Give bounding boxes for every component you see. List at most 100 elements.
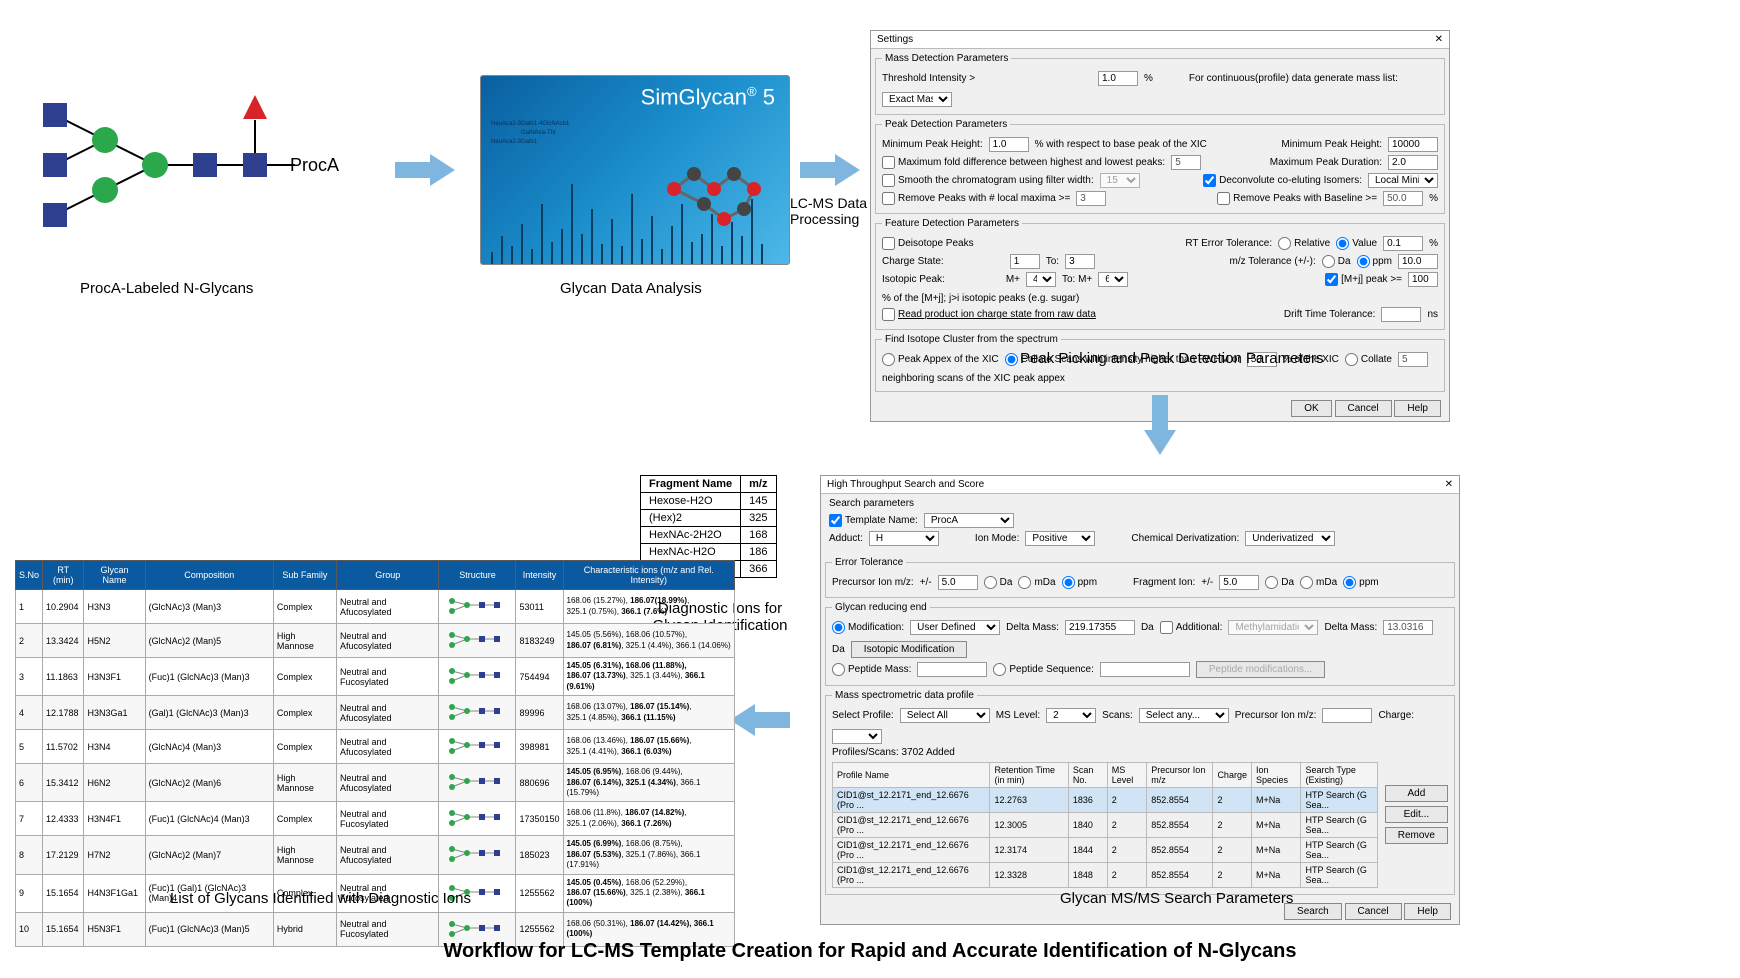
simglycan-mslabels: NeuAca2-3Galb1-4GlcNAcb1 GalNAca-Thr Neu… [491, 120, 569, 147]
additional-select: Methylamidation [1228, 620, 1318, 635]
template-select[interactable]: ProcA [924, 513, 1014, 528]
profile-select[interactable]: Select All [900, 708, 990, 723]
delta-mass[interactable] [1065, 620, 1135, 635]
precursor-mz[interactable] [1322, 708, 1372, 723]
feature-detection-fieldset: Feature Detection Parameters Deisotope P… [875, 218, 1445, 330]
chemder-select[interactable]: Underivatized [1245, 531, 1335, 546]
mj-input[interactable] [1408, 272, 1438, 287]
remove-baseline-input [1383, 191, 1423, 206]
threshold-input[interactable] [1098, 71, 1138, 86]
iso-to[interactable]: 6 [1098, 272, 1128, 287]
precursor-tol[interactable] [938, 575, 978, 590]
peak-detection-fieldset: Peak Detection Parameters Minimum Peak H… [875, 119, 1445, 214]
adduct-select[interactable]: H [869, 531, 939, 546]
min-peak-height-pct[interactable] [989, 137, 1029, 152]
peptide-mass-input [917, 662, 987, 677]
min-peak-height[interactable] [1388, 137, 1438, 152]
arrow-1 [395, 150, 455, 190]
htp-title: High Throughput Search and Score [827, 479, 984, 490]
simglycan-molecule [654, 149, 774, 239]
ok-button[interactable]: OK [1291, 400, 1331, 417]
charge-to[interactable] [1065, 254, 1095, 269]
max-fold-input [1171, 155, 1201, 170]
simglycan-caption: Glycan Data Analysis [560, 280, 702, 297]
exact-mass-select[interactable]: Exact Mass [882, 92, 952, 107]
arrow-2 [800, 150, 860, 190]
cluster-neighbor-input [1398, 352, 1428, 367]
peptide-mass-radio[interactable] [832, 663, 845, 676]
iso-from[interactable]: 4 [1026, 272, 1056, 287]
deconv-check[interactable] [1203, 174, 1216, 187]
peptide-seq-radio[interactable] [993, 663, 1006, 676]
drift-input [1381, 307, 1421, 322]
settings-titlebar: Settings ✕ [871, 31, 1449, 49]
arrow-3 [1140, 395, 1180, 455]
help-button[interactable]: Help [1394, 400, 1441, 417]
profiles-count: Profiles/Scans: 3702 Added [832, 747, 1448, 758]
cancel-button[interactable]: Cancel [1335, 400, 1392, 417]
charge-select[interactable] [832, 729, 882, 744]
close-icon[interactable]: ✕ [1445, 479, 1453, 490]
arrow-4 [730, 700, 790, 740]
charge-from[interactable] [1010, 254, 1040, 269]
results-table: S.NoRT (min)Glycan NameCompositionSub Fa… [15, 560, 735, 947]
modification-radio[interactable] [832, 621, 845, 634]
remove-button[interactable]: Remove [1385, 827, 1448, 844]
settings-caption: Peak Picking and Peak Detection Paramete… [1020, 350, 1324, 367]
simglycan-panel: SimGlycan® 5 NeuAca2-3Galb1-4GlcNAcb1 Ga… [480, 75, 790, 265]
remove-baseline-check[interactable] [1217, 192, 1230, 205]
mj-check[interactable] [1325, 273, 1338, 286]
htp-dialog: High Throughput Search and Score ✕ Searc… [820, 475, 1460, 925]
modification-select[interactable]: User Defined [910, 620, 1000, 635]
glycan-caption: ProcA-Labeled N-Glycans [80, 280, 253, 297]
cluster-collate-radio[interactable] [1005, 353, 1018, 366]
add-button[interactable]: Add [1385, 785, 1448, 802]
edit-button[interactable]: Edit... [1385, 806, 1448, 823]
max-fold-check[interactable] [882, 156, 895, 169]
peptide-seq-input [1100, 662, 1190, 677]
isotopic-mod-button[interactable]: Isotopic Modification [851, 641, 968, 658]
deisotope-check[interactable] [882, 237, 895, 250]
help-button[interactable]: Help [1404, 903, 1451, 920]
rt-relative-radio[interactable] [1278, 237, 1291, 250]
scans-select[interactable]: Select any... [1139, 708, 1229, 723]
template-check[interactable] [829, 514, 842, 527]
peptide-mod-button: Peptide modifications... [1196, 661, 1325, 678]
ionmode-select[interactable]: Positive [1025, 531, 1095, 546]
close-icon[interactable]: ✕ [1435, 34, 1443, 45]
rt-err-input[interactable] [1383, 236, 1423, 251]
max-peak-duration[interactable] [1388, 155, 1438, 170]
pre-da-radio[interactable] [984, 576, 997, 589]
mz-da-radio[interactable] [1322, 255, 1335, 268]
read-raw-check[interactable] [882, 308, 895, 321]
ms-data-profile-fieldset: Mass spectrometric data profile Select P… [825, 690, 1455, 895]
main-title: Workflow for LC-MS Template Creation for… [0, 940, 1740, 963]
mz-ppm-radio[interactable] [1357, 255, 1370, 268]
rt-value-radio[interactable] [1336, 237, 1349, 250]
htp-titlebar: High Throughput Search and Score ✕ [821, 476, 1459, 494]
pre-ppm-radio[interactable] [1062, 576, 1075, 589]
mz-tol-input[interactable] [1398, 254, 1438, 269]
results-caption: List of Glycans Identified with Diagnost… [170, 890, 471, 907]
delta-mass-2 [1383, 620, 1433, 635]
remove-maxima-check[interactable] [882, 192, 895, 205]
frag-ppm-radio[interactable] [1343, 576, 1356, 589]
mslevel-select[interactable]: 2 [1046, 708, 1096, 723]
cancel-button[interactable]: Cancel [1345, 903, 1402, 920]
settings-title: Settings [877, 34, 913, 45]
error-tolerance-fieldset: Error Tolerance Precursor Ion m/z: +/- D… [825, 557, 1455, 598]
cluster-neighbor-radio[interactable] [1345, 353, 1358, 366]
frag-da-radio[interactable] [1265, 576, 1278, 589]
smooth-width: 15 [1100, 173, 1140, 188]
pre-mda-radio[interactable] [1018, 576, 1031, 589]
remove-maxima-input [1076, 191, 1106, 206]
deconv-select[interactable]: Local Minima [1368, 173, 1438, 188]
simglycan-title: SimGlycan® 5 [481, 76, 789, 118]
additional-check[interactable] [1160, 621, 1173, 634]
mass-detection-fieldset: Mass Detection Parameters Threshold Inte… [875, 53, 1445, 115]
frag-mda-radio[interactable] [1300, 576, 1313, 589]
htp-search-params: Search parameters Template Name: ProcA A… [821, 494, 1459, 553]
smooth-check[interactable] [882, 174, 895, 187]
cluster-appex-radio[interactable] [882, 353, 895, 366]
fragment-tol[interactable] [1219, 575, 1259, 590]
